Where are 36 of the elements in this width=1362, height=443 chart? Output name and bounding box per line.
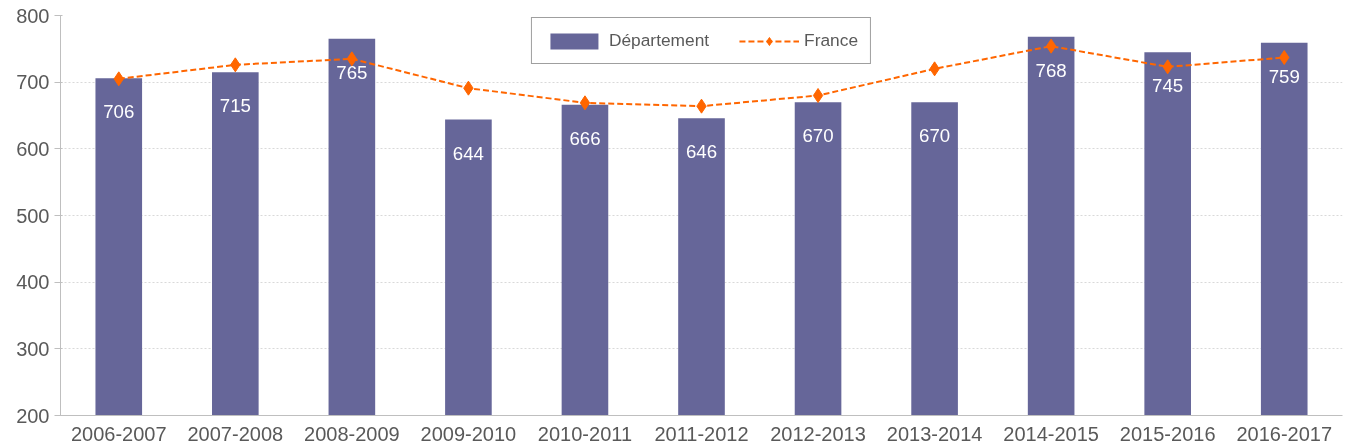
data-label: 759 — [1268, 65, 1300, 87]
point — [1279, 50, 1290, 65]
y-tick-label: 700 — [16, 71, 50, 94]
data-label: 706 — [103, 101, 135, 123]
x-tick-label: 2014-2015 — [1003, 422, 1099, 443]
y-tick-label: 300 — [16, 337, 50, 360]
x-tick-label: 2006-2007 — [70, 422, 167, 443]
legend-label: France — [804, 30, 859, 51]
x-tick-label: 2007-2008 — [187, 422, 284, 443]
data-label: 646 — [685, 141, 718, 163]
data-label: 715 — [219, 95, 251, 117]
data-label: 768 — [1035, 59, 1067, 81]
y-tick-label: 200 — [16, 404, 50, 427]
x-tick-label: 2009-2010 — [420, 422, 517, 443]
x-tick-label: 2011-2012 — [654, 422, 749, 443]
x-tick-label: 2012-2013 — [770, 422, 866, 443]
data-label: 745 — [1152, 75, 1184, 97]
point — [812, 88, 824, 103]
point — [346, 51, 358, 67]
x-tick-label: 2015-2016 — [1119, 422, 1216, 443]
y-tick-label: 800 — [16, 4, 50, 27]
x-tick-label: 2008-2009 — [304, 422, 400, 443]
y-tick-label: 500 — [16, 204, 50, 227]
data-label: 670 — [919, 125, 951, 147]
y-tick-label: 600 — [16, 137, 50, 160]
x-tick-label: 2016-2017 — [1236, 422, 1333, 443]
data-label: 670 — [802, 125, 834, 147]
x-tick-label: 2010-2011 — [537, 422, 633, 443]
data-label: 666 — [569, 127, 601, 149]
y-tick-label: 400 — [16, 271, 50, 294]
x-tick-label: 2013-2014 — [886, 422, 983, 443]
legend-label: Département — [608, 30, 710, 51]
point — [579, 95, 591, 111]
data-label: 765 — [336, 61, 368, 83]
data-label: 644 — [452, 142, 484, 164]
point — [1045, 38, 1057, 54]
